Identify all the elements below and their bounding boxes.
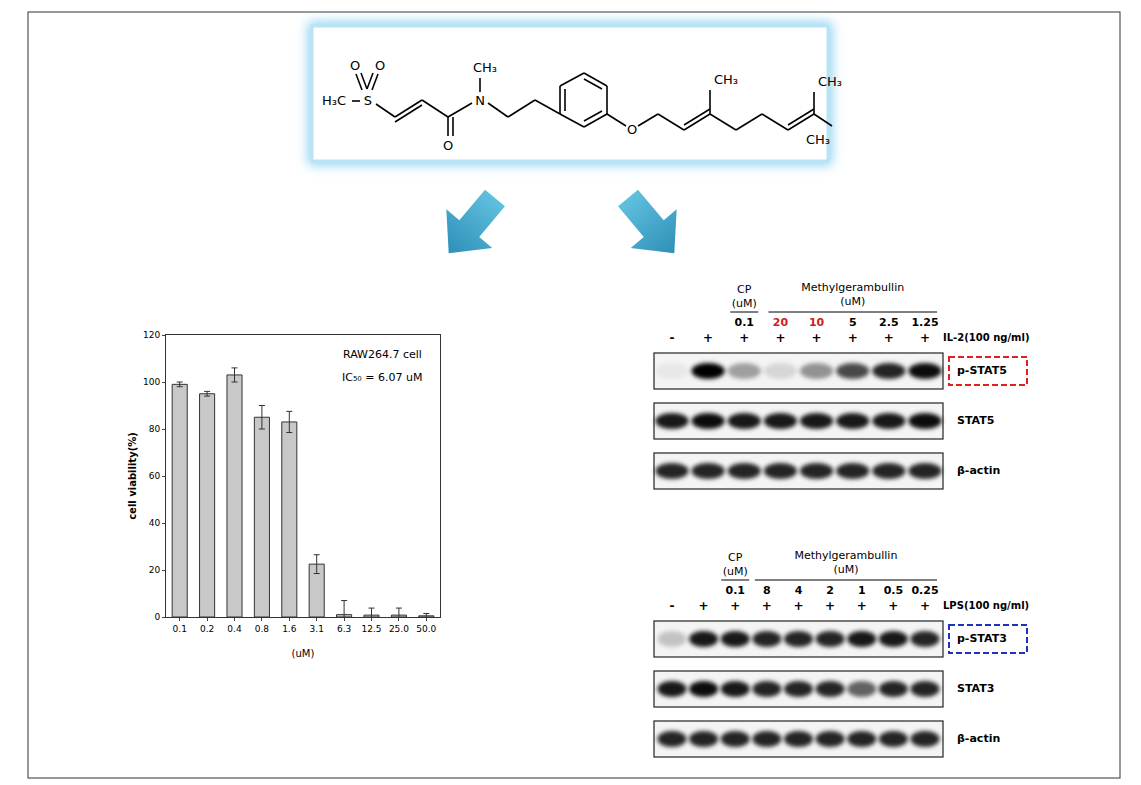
svg-text:Methylgerambullin: Methylgerambullin [801,281,904,294]
svg-text:0.1: 0.1 [735,316,755,329]
svg-text:0.2: 0.2 [200,624,214,634]
svg-text:5: 5 [849,316,857,329]
svg-text:STAT3: STAT3 [957,682,994,695]
svg-text:0.25: 0.25 [911,584,938,597]
svg-text:+: + [699,599,709,613]
svg-text:CP: CP [728,551,743,564]
svg-text:CH₃: CH₃ [806,132,830,147]
svg-text:8: 8 [763,584,771,597]
svg-text:+: + [775,331,785,345]
svg-text:3.1: 3.1 [310,624,324,634]
svg-text:cell viability(%): cell viability(%) [127,432,138,520]
svg-text:N: N [475,93,485,108]
svg-text:LPS(100 ng/ml): LPS(100 ng/ml) [943,600,1029,611]
svg-text:+: + [825,599,835,613]
svg-text:4: 4 [795,584,803,597]
svg-text:(uM): (uM) [840,295,865,308]
svg-text:-: - [670,331,675,345]
svg-text:(uM): (uM) [833,563,858,576]
svg-text:RAW264.7 cell: RAW264.7 cell [343,348,422,361]
svg-text:+: + [703,331,713,345]
svg-text:+: + [739,331,749,345]
svg-text:CH₃: CH₃ [473,60,497,75]
svg-text:(uM): (uM) [723,565,748,578]
svg-text:20: 20 [149,565,161,575]
svg-text:+: + [812,331,822,345]
svg-text:0.5: 0.5 [884,584,904,597]
svg-text:50.0: 50.0 [416,624,436,634]
svg-text:6.3: 6.3 [337,624,351,634]
svg-text:+: + [884,331,894,345]
svg-text:S: S [364,93,372,108]
svg-text:+: + [762,599,772,613]
svg-text:100: 100 [143,377,160,387]
svg-text:0.1: 0.1 [173,624,187,634]
svg-text:CH₃: CH₃ [714,72,738,87]
svg-text:+: + [920,331,930,345]
svg-text:+: + [920,599,930,613]
svg-text:40: 40 [149,518,161,528]
svg-text:+: + [848,331,858,345]
svg-text:20: 20 [773,316,789,329]
svg-text:1: 1 [858,584,866,597]
svg-text:+: + [888,599,898,613]
svg-text:p-STAT3: p-STAT3 [957,632,1007,645]
svg-text:25.0: 25.0 [389,624,409,634]
svg-text:+: + [793,599,803,613]
svg-text:β-actin: β-actin [957,732,1000,745]
svg-text:0.1: 0.1 [726,584,746,597]
svg-text:O: O [443,138,453,153]
svg-text:CH₃: CH₃ [818,74,842,89]
svg-text:+: + [857,599,867,613]
svg-text:p-STAT5: p-STAT5 [957,364,1007,377]
svg-text:STAT5: STAT5 [957,414,994,427]
svg-text:12.5: 12.5 [361,624,381,634]
svg-text:(uM): (uM) [292,648,315,659]
svg-text:1.25: 1.25 [911,316,938,329]
svg-text:IC₅₀ = 6.07 uM: IC₅₀ = 6.07 uM [342,371,422,384]
svg-text:0.4: 0.4 [227,624,242,634]
svg-text:(uM): (uM) [732,297,757,310]
svg-text:β-actin: β-actin [957,464,1000,477]
svg-text:80: 80 [149,424,161,434]
svg-text:CP: CP [737,283,752,296]
svg-text:O: O [375,58,385,73]
svg-text:1.6: 1.6 [282,624,297,634]
svg-text:O: O [627,122,637,137]
svg-text:10: 10 [809,316,825,329]
svg-text:Methylgerambullin: Methylgerambullin [794,549,897,562]
svg-text:-: - [670,599,675,613]
svg-text:0: 0 [154,612,160,622]
svg-text:2.5: 2.5 [879,316,899,329]
svg-text:60: 60 [149,471,161,481]
svg-text:2: 2 [826,584,834,597]
svg-text:IL-2(100 ng/ml): IL-2(100 ng/ml) [943,332,1029,343]
svg-text:0.8: 0.8 [255,624,270,634]
svg-text:H₃C: H₃C [322,93,346,108]
svg-text:O: O [350,58,360,73]
svg-text:120: 120 [143,330,160,340]
svg-text:+: + [730,599,740,613]
